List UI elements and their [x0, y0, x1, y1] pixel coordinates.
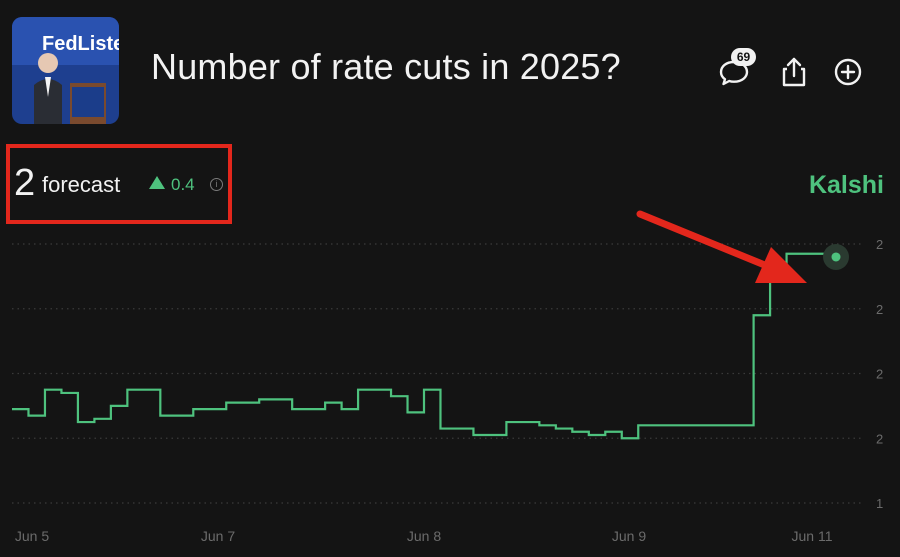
x-tick-label: Jun 8: [407, 528, 441, 544]
up-triangle-icon: [149, 176, 165, 189]
forecast-change: 0.4: [171, 175, 195, 194]
current-point-marker: [831, 252, 841, 262]
info-icon[interactable]: i: [210, 178, 223, 191]
y-tick-label: 2: [876, 302, 883, 317]
forecast-value: 2: [14, 162, 36, 204]
series-line: [12, 252, 838, 440]
x-tick-label: Jun 7: [201, 528, 235, 544]
annotation-arrow-head: [755, 247, 807, 283]
x-tick-label: Jun 11: [792, 528, 833, 544]
add-icon[interactable]: [830, 54, 866, 90]
comment-icon[interactable]: [716, 54, 752, 90]
forecast-label: forecast: [42, 172, 121, 197]
annotation-arrow-shaft: [636, 210, 776, 272]
y-tick-label: 1: [876, 496, 883, 511]
x-tick-label: Jun 9: [612, 528, 646, 544]
page-title: Number of rate cuts in 2025?: [151, 46, 621, 87]
y-tick-label: 2: [876, 367, 883, 382]
comment-count-badge: 69: [731, 48, 756, 66]
y-tick-label: 2: [876, 237, 883, 252]
forecast-highlight-box: [6, 144, 232, 224]
share-icon[interactable]: [776, 54, 812, 90]
x-tick-label: Jun 5: [15, 528, 49, 544]
thumbnail-caption: FedListen: [42, 33, 119, 55]
market-thumbnail: FedListen: [12, 17, 119, 124]
brand-logo: Kalshi: [808, 171, 884, 199]
y-tick-label: 2: [876, 431, 883, 446]
